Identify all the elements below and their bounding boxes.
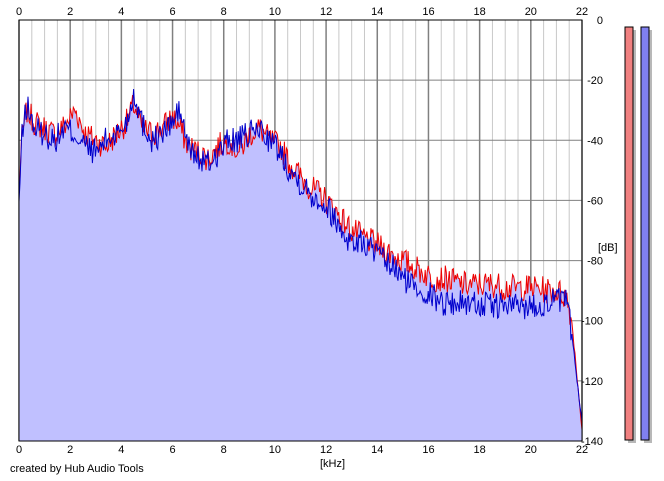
x-tick-label-top: 10	[269, 6, 281, 18]
y-tick-label: -120	[581, 376, 603, 388]
y-tick-label: -140	[581, 436, 603, 448]
x-tick-label-top: 8	[221, 6, 227, 18]
x-axis-label: [kHz]	[320, 458, 345, 470]
x-tick-label-bottom: 16	[422, 444, 434, 456]
x-tick-label-top: 18	[474, 6, 486, 18]
x-tick-label-bottom: 2	[67, 444, 73, 456]
plot-frame	[18, 19, 583, 442]
x-tick-label-bottom: 12	[320, 444, 332, 456]
meter-left	[624, 26, 634, 441]
y-axis: 0 -20 -40 -60 -80 -100 -120 -140	[581, 15, 603, 448]
y-tick-label: -80	[587, 256, 603, 268]
plot-area	[18, 88, 583, 441]
x-tick-label-bottom: 22	[576, 444, 588, 456]
x-axis-top: 0 2 4 6 8 10 12 14 16 18 20 22	[16, 6, 588, 18]
x-tick-label-bottom: 0	[16, 444, 22, 456]
y-tick-label: 0	[597, 15, 603, 27]
x-tick-label-top: 6	[169, 6, 175, 18]
x-tick-label-top: 12	[320, 6, 332, 18]
x-tick-label-top: 2	[67, 6, 73, 18]
x-tick-label-top: 20	[525, 6, 537, 18]
series-line-blue	[18, 88, 583, 422]
credit-text: created by Hub Audio Tools	[10, 463, 144, 475]
x-tick-label-top: 22	[576, 6, 588, 18]
x-tick-label-top: 14	[371, 6, 383, 18]
x-tick-label-bottom: 6	[169, 444, 175, 456]
x-tick-label-bottom: 8	[221, 444, 227, 456]
x-axis-bottom: 0 2 4 6 8 10 12 14 16 18 20 22	[16, 444, 588, 456]
x-tick-label-top: 4	[118, 6, 124, 18]
y-tick-label: -40	[587, 135, 603, 147]
meter-right	[640, 26, 650, 441]
y-axis-label: [dB]	[598, 242, 618, 254]
spectrum-fill	[19, 89, 582, 441]
level-meters	[624, 26, 652, 443]
x-tick-label-top: 0	[16, 6, 22, 18]
x-tick-label-bottom: 4	[118, 444, 124, 456]
x-tick-label-top: 16	[422, 6, 434, 18]
x-tick-label-bottom: 20	[525, 444, 537, 456]
x-tick-label-bottom: 18	[474, 444, 486, 456]
y-tick-label: -100	[581, 316, 603, 328]
y-tick-label: -20	[587, 75, 603, 87]
x-tick-label-bottom: 14	[371, 444, 383, 456]
y-tick-label: -60	[587, 195, 603, 207]
series-line-red	[18, 94, 583, 431]
x-tick-label-bottom: 10	[269, 444, 281, 456]
